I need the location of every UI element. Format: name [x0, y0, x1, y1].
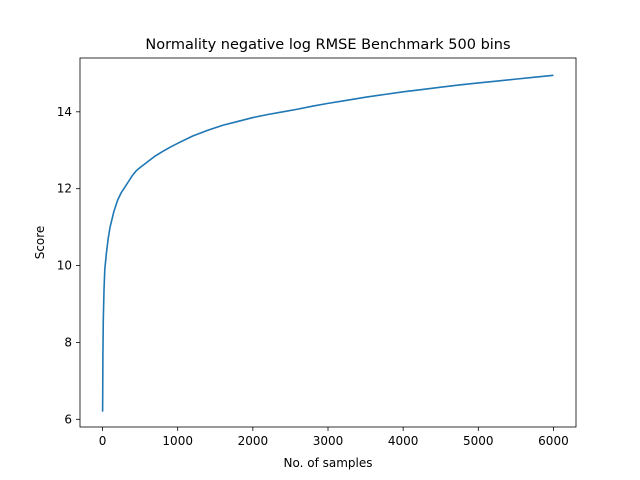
chart-title: Normality negative log RMSE Benchmark 50…: [145, 37, 510, 53]
y-axis-label: Score: [33, 226, 47, 260]
x-tick-label: 4000: [388, 434, 419, 448]
y-tick-label: 6: [64, 412, 72, 426]
y-tick-label: 10: [57, 259, 72, 273]
y-tick-label: 14: [57, 105, 72, 119]
x-tick-label: 0: [99, 434, 107, 448]
x-tick-label: 5000: [463, 434, 494, 448]
x-tick-label: 3000: [313, 434, 344, 448]
x-tick-label: 1000: [162, 434, 193, 448]
x-axis-label: No. of samples: [284, 456, 373, 470]
y-tick-label: 8: [64, 335, 72, 349]
series-line-0: [101, 74, 554, 412]
plot-area: 0 1000 2000 3000 4000 5000 6000 6 8 10 12 14: [57, 57, 577, 448]
x-tick-label: 2000: [238, 434, 269, 448]
series-layer: [101, 74, 554, 412]
x-tick-label: 6000: [538, 434, 569, 448]
y-axis: 6 8 10 12 14: [57, 105, 80, 426]
plot-frame: [79, 57, 577, 428]
x-axis: 0 1000 2000 3000 4000 5000 6000: [99, 427, 569, 448]
y-tick-label: 12: [57, 182, 72, 196]
